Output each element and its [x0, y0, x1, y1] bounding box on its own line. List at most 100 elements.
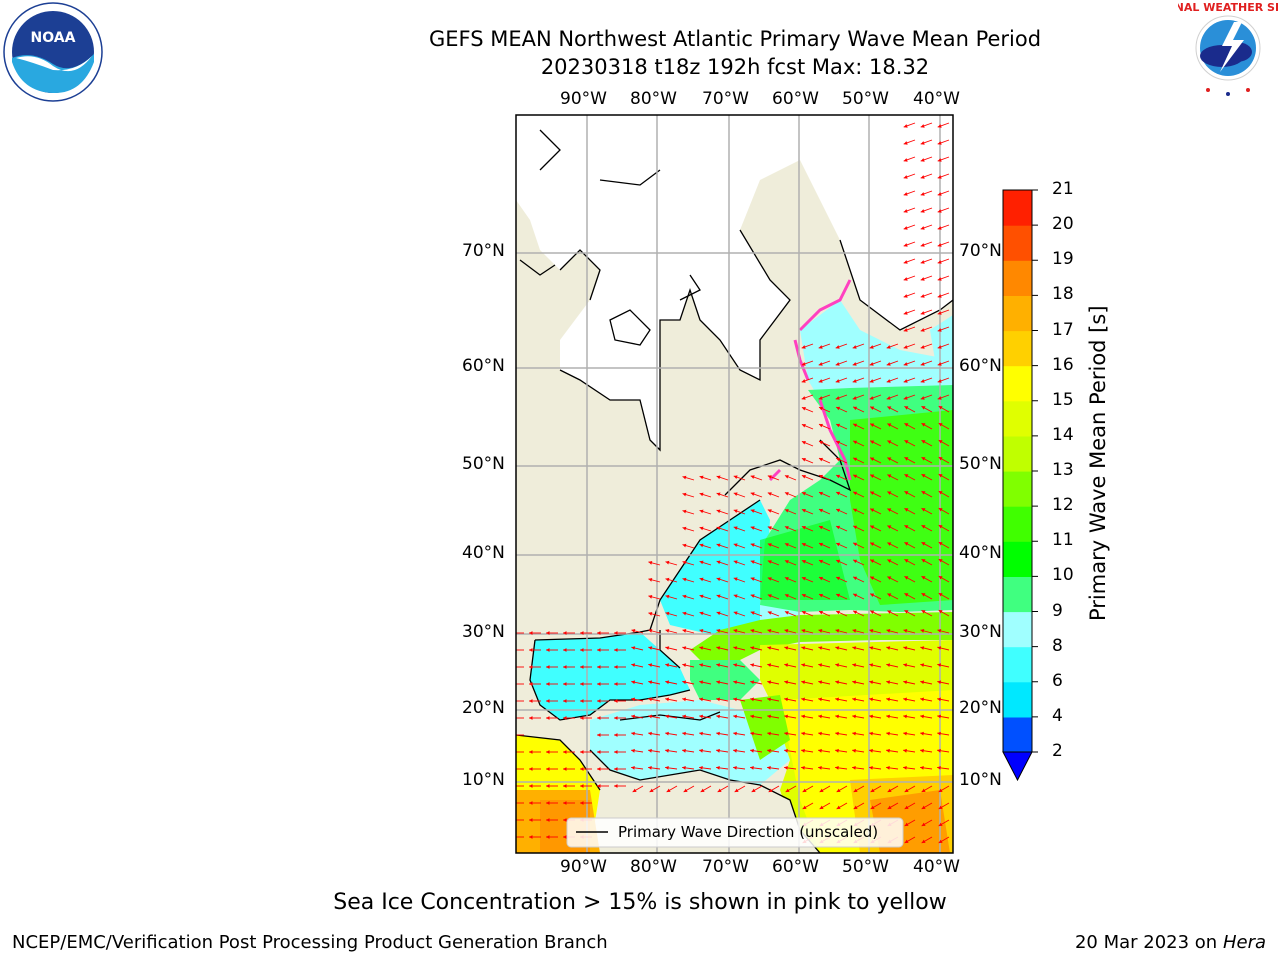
direction-arrowhead: [870, 559, 875, 563]
direction-arrowhead: [580, 631, 584, 635]
direction-arrowhead: [835, 766, 839, 770]
lon-label-top: 60°W: [772, 89, 819, 109]
colorbar-tick-label: 18: [1052, 284, 1074, 305]
direction-arrowhead: [937, 192, 942, 196]
direction-arrowhead: [683, 788, 688, 792]
direction-arrowhead: [853, 610, 858, 615]
direction-arrowhead: [869, 680, 874, 685]
direction-arrowhead: [836, 457, 841, 462]
direction-arrowhead: [784, 611, 789, 615]
direction-arrowhead: [904, 542, 909, 546]
direction-arrowhead: [937, 260, 942, 264]
colorbar-tick-label: 11: [1052, 530, 1074, 551]
direction-arrowhead: [597, 750, 601, 754]
direction-arrowhead: [920, 646, 925, 650]
direction-arrowhead: [819, 610, 823, 615]
direction-arrowhead: [937, 175, 942, 179]
colorbar-tick-label: 2: [1052, 741, 1063, 761]
direction-arrowhead: [938, 610, 943, 614]
direction-arrowhead: [852, 680, 857, 685]
direction-arrowhead: [818, 646, 823, 650]
direction-arrowhead: [682, 748, 686, 753]
direction-arrowhead: [937, 277, 942, 281]
direction-arrowhead: [836, 508, 841, 513]
direction-arrowhead: [767, 492, 772, 496]
direction-arrowhead: [818, 680, 823, 685]
direction-arrowhead: [835, 663, 840, 667]
labrador-sea: [800, 300, 953, 400]
direction-arrowhead: [920, 158, 925, 162]
direction-arrowhead: [512, 733, 516, 737]
direction-arrowhead: [870, 406, 875, 410]
direction-arrowhead: [631, 731, 635, 736]
direction-arrowhead: [750, 663, 755, 667]
direction-arrowhead: [733, 629, 738, 633]
direction-arrowhead: [853, 440, 858, 445]
direction-arrowhead: [920, 226, 925, 230]
direction-arrowhead: [733, 509, 738, 513]
direction-arrowhead: [836, 593, 841, 598]
direction-arrowhead: [665, 560, 670, 565]
direction-arrowhead: [716, 766, 720, 770]
direction-arrowhead: [904, 474, 909, 478]
direction-arrowhead: [801, 492, 806, 496]
direction-arrowhead: [869, 362, 874, 366]
direction-arrowhead: [733, 766, 737, 770]
direction-arrowhead: [937, 226, 942, 230]
direction-arrowhead: [886, 697, 890, 702]
direction-arrowhead: [649, 788, 654, 792]
direction-arrowhead: [920, 748, 924, 753]
direction-arrowhead: [784, 748, 788, 753]
direction-arrowhead: [631, 766, 635, 770]
direction-arrowhead: [716, 697, 720, 702]
direction-arrowhead: [512, 665, 516, 669]
colorbar-tick-label: 20: [1052, 214, 1074, 235]
direction-arrowhead: [853, 457, 858, 462]
direction-arrowhead: [699, 594, 704, 599]
direction-arrowhead: [836, 406, 841, 411]
direction-arrowhead: [512, 750, 516, 754]
colorbar-segment: [1003, 260, 1032, 296]
direction-arrowhead: [887, 788, 892, 792]
direction-arrowhead: [818, 748, 822, 753]
direction-arrowhead: [733, 526, 738, 530]
direction-arrowhead: [937, 124, 942, 128]
direction-arrowhead: [682, 714, 686, 719]
direction-arrowhead: [802, 788, 807, 792]
lon-label-top: 70°W: [702, 89, 749, 109]
direction-arrowhead: [903, 226, 908, 230]
direction-arrowhead: [682, 629, 687, 633]
direction-arrowhead: [903, 731, 907, 736]
direction-arrowhead: [614, 665, 618, 669]
lat-label-left: 30°N: [462, 622, 505, 642]
direction-arrowhead: [784, 577, 789, 581]
colorbar-tick-label: 9: [1052, 600, 1063, 621]
direction-arrowhead: [666, 788, 671, 792]
direction-arrowhead: [887, 542, 892, 546]
colorbar-tick-label: 21: [1052, 179, 1074, 199]
direction-arrowhead: [512, 835, 516, 839]
direction-arrowhead: [920, 192, 925, 196]
direction-arrowhead: [852, 748, 856, 753]
direction-arrowhead: [819, 508, 823, 513]
direction-arrowhead: [818, 766, 822, 770]
direction-arrowhead: [870, 576, 875, 580]
direction-arrowhead: [614, 716, 618, 720]
direction-arrowhead: [835, 748, 839, 753]
direction-arrowhead: [682, 594, 687, 599]
direction-arrowhead: [870, 491, 875, 495]
direction-arrowhead: [921, 559, 926, 563]
direction-arrowhead: [750, 577, 755, 581]
direction-arrowhead: [904, 788, 909, 792]
direction-arrowhead: [716, 611, 721, 616]
direction-arrowhead: [938, 542, 943, 546]
direction-arrowhead: [648, 766, 652, 770]
direction-arrowhead: [682, 475, 687, 480]
direction-arrowhead: [785, 788, 790, 792]
direction-arrowhead: [700, 788, 705, 792]
direction-arrowhead: [920, 663, 925, 667]
direction-arrowhead: [937, 345, 942, 349]
direction-arrowhead: [563, 665, 567, 669]
direction-arrowhead: [563, 835, 567, 839]
direction-arrowhead: [835, 714, 839, 719]
